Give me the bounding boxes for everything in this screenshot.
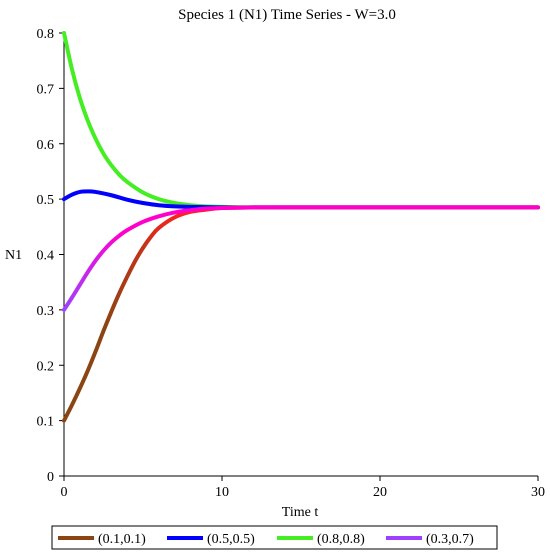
y-tick-label: 0.1 [37,415,55,430]
y-axis-label: N1 [5,248,22,263]
y-tick-label: 0.5 [37,193,55,208]
series-layer [62,31,540,423]
y-tick-label: 0.2 [37,359,55,374]
legend-label-1: (0.5,0.5) [207,532,255,547]
x-axis-label: Time t [282,505,319,520]
x-tick-label: 30 [531,485,545,500]
legend-items: (0.1,0.1) (0.5,0.5) (0.8,0.8) (0.3,0.7) [58,532,474,547]
y-axis: 0 0.1 0.2 0.3 0.4 0.5 0.6 0.7 0.8 [37,27,65,485]
x-tick-label: 0 [61,485,68,500]
y-tick-label: 0.6 [37,138,55,153]
legend-label-0: (0.1,0.1) [98,532,146,547]
series-line-0 [62,205,540,423]
x-axis: 0 10 20 30 [61,475,545,500]
chart-title: Species 1 (N1) Time Series - W=3.0 [178,7,396,23]
x-tick-label: 20 [373,485,387,500]
y-tick-label: 0.4 [37,249,55,264]
legend-box [51,525,498,550]
series-line-3 [62,205,540,312]
x-tick-label: 10 [215,485,229,500]
y-tick-label: 0.3 [37,304,55,319]
legend-label-3: (0.3,0.7) [426,532,474,547]
legend-label-2: (0.8,0.8) [317,532,365,547]
y-tick-label: 0 [47,470,54,485]
y-tick-label: 0.7 [37,82,55,97]
y-tick-label: 0.8 [37,27,55,42]
series-line-2 [62,31,540,210]
x-ticks: 0 10 20 30 [61,476,545,500]
y-ticks: 0 0.1 0.2 0.3 0.4 0.5 0.6 0.7 0.8 [37,27,64,485]
series-line-1 [62,189,540,210]
legend: (0.1,0.1) (0.5,0.5) (0.8,0.8) (0.3,0.7) [51,525,498,550]
